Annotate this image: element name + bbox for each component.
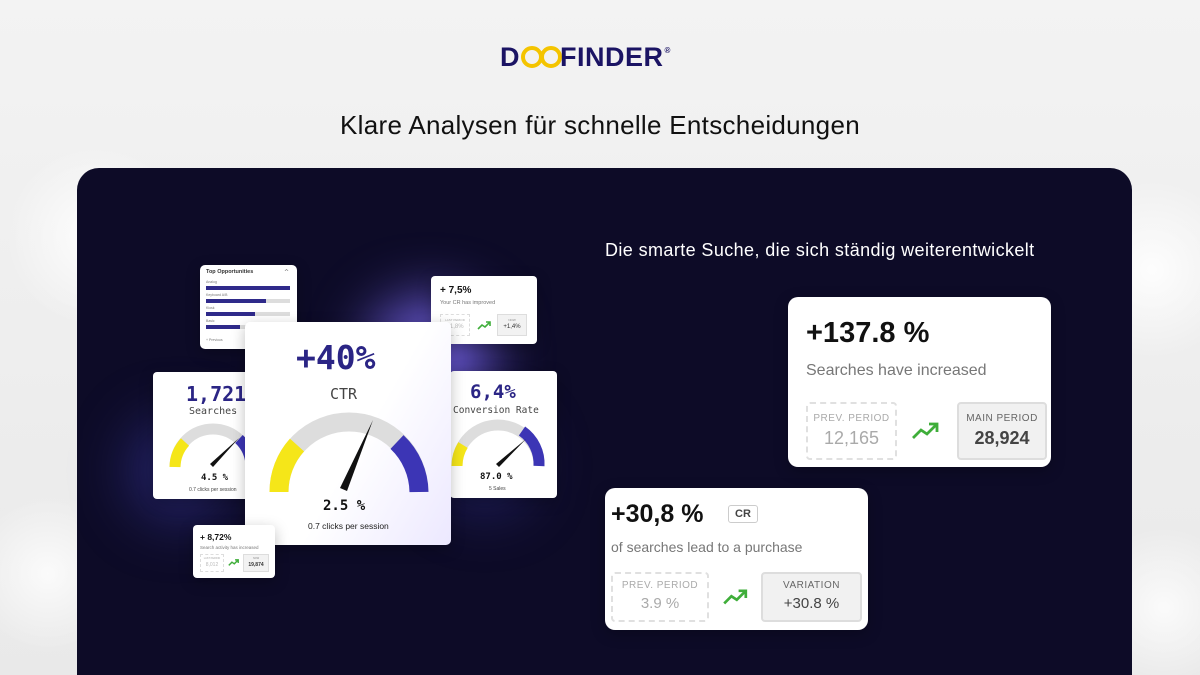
cr-purchase-card: +30,8 % CR of searches lead to a purchas… (605, 488, 868, 630)
opportunity-row-label: Basic (206, 319, 215, 323)
cr-purchase-value: +30,8 % (611, 500, 703, 529)
trend-up-icon (910, 422, 940, 442)
trend-up-icon (228, 559, 239, 567)
activity-card: + 8,72% Search activity has increased LA… (193, 525, 275, 578)
top-opportunities-title: Top Opportunities (206, 269, 253, 275)
searches-increased-desc: Searches have increased (806, 362, 987, 380)
activity-desc: Search activity has increased (200, 545, 259, 550)
cr-now-box: NOW +1,4% (497, 314, 527, 336)
opportunity-row-label: Analog (206, 280, 217, 284)
cr-prev-period-box: PREV. PERIOD 3.9 % (611, 572, 709, 622)
ctr-value: +40% (296, 338, 375, 377)
cr-purchase-desc: of searches lead to a purchase (611, 539, 802, 555)
cr-improved-desc: Your CR has improved (440, 300, 495, 306)
searches-reading: 4.5 % (201, 473, 228, 483)
searches-prev-period-box: PREV. PERIOD 12,165 (806, 402, 897, 460)
searches-increased-value: +137.8 % (806, 317, 929, 350)
ctr-label: CTR (330, 385, 357, 403)
panel-subline: Die smarte Suche, die sich ständig weite… (605, 240, 1125, 261)
cr-improved-value: + 7,5% (440, 285, 471, 296)
conversion-value: 6,4% (470, 381, 516, 403)
conversion-gauge-card: 6,4% Conversion Rate 87.0 % 5 Sales (450, 371, 557, 498)
searches-gauge (153, 420, 253, 480)
searches-label: Searches (189, 406, 237, 417)
searches-sub: 0.7 clicks per session (189, 487, 237, 493)
conversion-label: Conversion Rate (453, 405, 539, 416)
activity-value: + 8,72% (200, 532, 231, 542)
conversion-gauge (450, 419, 550, 479)
conversion-sub: 5 Sales (489, 486, 506, 492)
conversion-reading: 87.0 % (480, 472, 513, 482)
searches-value: 1,721 (186, 382, 246, 406)
opportunity-row-label: Keyboard A/B (206, 293, 227, 297)
cr-variation-box: VARIATION +30.8 % (761, 572, 862, 622)
searches-main-period-box: MAIN PERIOD 28,924 (957, 402, 1047, 460)
activity-prev-box: LAST PERIOD 8,012 (200, 554, 224, 572)
trend-up-icon (722, 589, 748, 607)
ctr-sub: 0.7 clicks per session (308, 521, 389, 531)
ctr-reading: 2.5 % (323, 498, 365, 514)
previous-link[interactable]: + Previous (206, 338, 223, 342)
opportunity-bar (206, 299, 290, 303)
ctr-gauge-card: +40% CTR 2.5 % 0.7 clicks per session (245, 322, 451, 545)
page-headline: Klare Analysen für schnelle Entscheidung… (0, 110, 1200, 141)
doofinder-logo: D FINDER ® (500, 42, 671, 72)
collapse-icon[interactable]: ^ (284, 269, 289, 276)
searches-gauge-card: 1,721 Searches 4.5 % 0.7 clicks per sess… (153, 372, 253, 499)
opportunity-row-label: Kiosk (206, 306, 215, 310)
trend-up-icon (477, 321, 491, 331)
opportunity-bar (206, 286, 290, 290)
searches-increased-card: +137.8 % Searches have increased PREV. P… (788, 297, 1051, 467)
activity-now-box: NOW 19,874 (243, 554, 269, 572)
opportunity-bar (206, 312, 290, 316)
logo-double-o-icon (521, 46, 559, 68)
cr-tag: CR (728, 505, 758, 523)
